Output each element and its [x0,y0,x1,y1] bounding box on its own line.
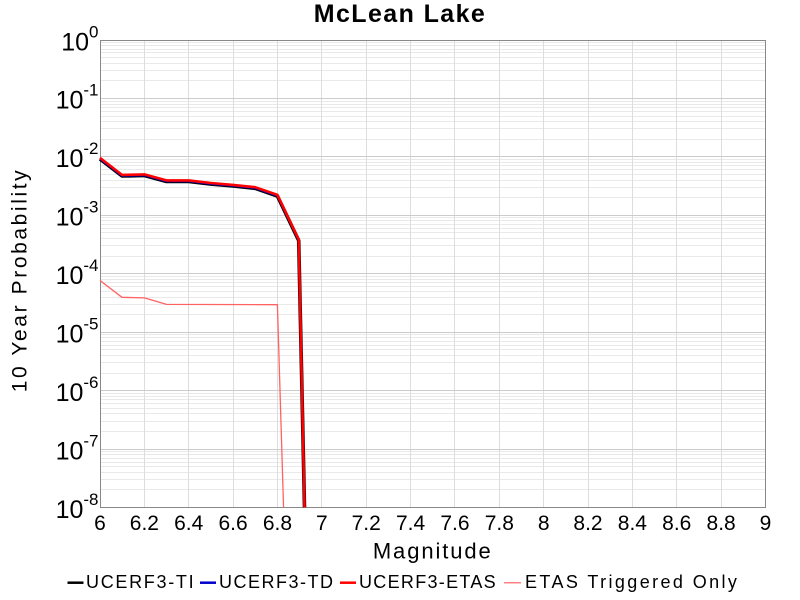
svg-text:7.8: 7.8 [485,512,514,535]
svg-text:7.4: 7.4 [396,512,426,535]
svg-text:100: 100 [61,22,98,56]
svg-text:8.4: 8.4 [618,512,648,535]
svg-text:7: 7 [316,512,328,535]
svg-text:McLean Lake: McLean Lake [314,0,486,28]
svg-text:10 Year Probability: 10 Year Probability [9,168,32,393]
svg-text:6: 6 [94,512,106,535]
svg-text:7.2: 7.2 [352,512,381,535]
svg-text:6.4: 6.4 [174,512,204,535]
svg-text:10-7: 10-7 [56,431,99,465]
svg-text:9: 9 [760,512,772,535]
svg-text:Magnitude: Magnitude [373,539,493,564]
svg-text:8: 8 [538,512,550,535]
svg-text:8.6: 8.6 [662,512,691,535]
svg-text:ETAS Triggered Only: ETAS Triggered Only [525,572,739,592]
svg-text:6.2: 6.2 [130,512,159,535]
svg-text:7.6: 7.6 [440,512,469,535]
svg-text:UCERF3-TI: UCERF3-TI [86,572,195,592]
svg-text:8.2: 8.2 [573,512,602,535]
svg-text:UCERF3-TD: UCERF3-TD [219,572,335,592]
svg-text:6.6: 6.6 [218,512,247,535]
svg-text:UCERF3-ETAS: UCERF3-ETAS [359,572,497,592]
svg-text:6.8: 6.8 [263,512,292,535]
svg-text:8.8: 8.8 [707,512,736,535]
